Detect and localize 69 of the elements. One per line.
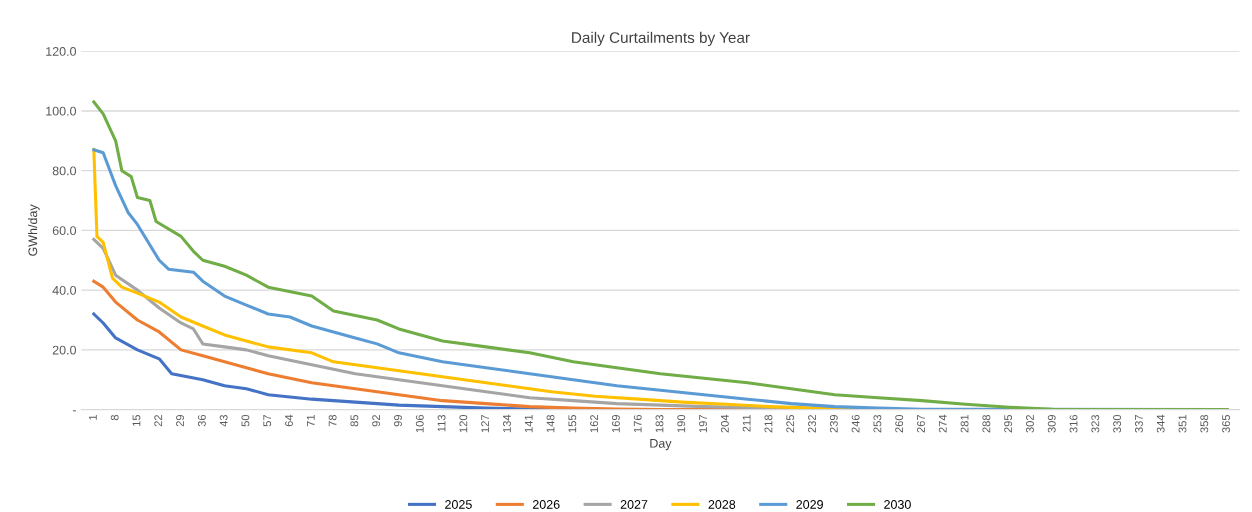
y-tick-label: 40.0: [52, 285, 77, 295]
y-tick-label: -: [72, 410, 76, 412]
x-tick-label: 288: [982, 414, 991, 433]
x-tick-label: 106: [415, 414, 424, 433]
x-tick-label: 295: [1004, 414, 1013, 433]
x-tick-label: 71: [306, 415, 315, 427]
x-tick-label: 197: [699, 415, 707, 433]
x-tick-label: 302: [1026, 415, 1034, 433]
y-tick-label: 80.0: [52, 166, 77, 176]
x-tick-label: 99: [394, 414, 402, 427]
x-tick-label: 50: [241, 414, 250, 427]
y-tick-label: 100.0: [46, 106, 77, 116]
x-tick-label: 134: [503, 414, 511, 433]
x-tick-label: 274: [938, 414, 947, 433]
x-tick-label: 344: [1156, 414, 1165, 433]
x-tick-label: 15: [132, 414, 141, 426]
x-tick-label: 281: [960, 415, 969, 433]
x-tick-label: 218: [764, 414, 773, 433]
x-tick-label: 155: [568, 414, 577, 433]
x-tick-label: 358: [1200, 414, 1209, 433]
legend-label: 2029: [796, 500, 823, 509]
x-tick-label: 337: [1134, 415, 1143, 433]
x-tick-label: 316: [1069, 414, 1078, 433]
x-tick-label: 365: [1222, 414, 1231, 433]
x-tick-label: 239: [829, 414, 838, 433]
x-tick-label: 64: [285, 414, 293, 427]
x-tick-label: 253: [873, 414, 882, 433]
x-tick-label: 260: [895, 414, 904, 433]
x-tick-label: 36: [197, 414, 206, 427]
legend-label: 2025: [445, 500, 472, 509]
chart-title: Daily Curtailments by Year: [572, 31, 750, 47]
x-tick-label: 323: [1091, 414, 1100, 433]
y-tick-label: 60.0: [52, 226, 77, 236]
x-tick-label: 169: [611, 414, 620, 433]
legend-label: 2027: [620, 500, 648, 509]
x-tick-label: 246: [851, 414, 860, 433]
x-tick-label: 183: [655, 414, 664, 433]
x-tick-label: 113: [437, 414, 446, 432]
x-tick-label: 267: [917, 415, 925, 433]
x-tick-label: 162: [590, 415, 599, 433]
x-tick-label: 309: [1047, 414, 1056, 433]
x-tick-label: 57: [263, 415, 272, 427]
x-tick-label: 232: [808, 415, 816, 433]
x-tick-label: 176: [633, 414, 642, 433]
y-tick-label: 120.0: [46, 47, 77, 56]
x-tick-label: 1: [89, 415, 97, 420]
x-tick-label: 92: [372, 415, 381, 427]
x-tick-label: 43: [219, 414, 228, 427]
x-tick-label: 29: [176, 414, 184, 427]
x-tick-label: 78: [328, 414, 337, 427]
x-tick-label: 127: [481, 415, 489, 433]
y-tick-label: 20.0: [52, 345, 77, 355]
x-tick-label: 225: [786, 414, 795, 433]
legend-label: 2028: [708, 500, 736, 509]
legend-label: 2030: [884, 500, 911, 509]
legend-label: 2026: [532, 500, 560, 509]
x-tick-label: 120: [459, 414, 468, 433]
x-tick-label: 141: [524, 415, 533, 433]
x-tick-label: 351: [1178, 415, 1187, 433]
x-tick-label: 22: [154, 415, 163, 427]
y-axis-title: GWh/day: [28, 204, 40, 256]
x-tick-label: 204: [720, 414, 729, 433]
x-tick-label: 148: [546, 414, 555, 433]
x-axis-title: Day: [650, 439, 672, 451]
x-tick-label: 85: [350, 414, 359, 427]
x-tick-label: 211: [742, 415, 751, 432]
x-tick-label: 190: [677, 414, 686, 433]
x-tick-label: 8: [110, 414, 119, 421]
x-tick-label: 330: [1113, 414, 1122, 433]
